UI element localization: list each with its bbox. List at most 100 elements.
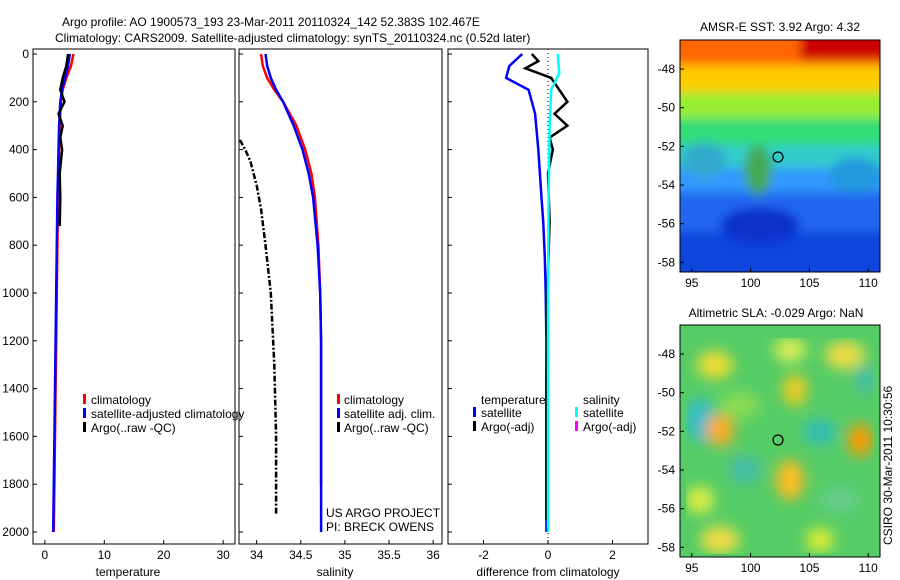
legend-swatch-sal-satellite [575,407,578,417]
legend-swatch-temp-satellite [473,407,476,417]
temperature-legend: climatology satellite-adjusted climatolo… [83,393,244,435]
sst-map [680,40,880,272]
salinity-legend: climatology satellite adj. clim. Argo(..… [337,393,435,435]
depth-axis: 0 200 400 600 800 1000 1200 1400 1600 1800 2000 [2,47,452,539]
legend-label-argo: Argo(..raw -QC) [344,421,429,435]
figure-title-line2: Climatology: CARS2009. Satellite-adjuste… [55,31,530,45]
map-y-tick-label: -52 [658,139,676,153]
legend-label-satellite: satellite adj. clim. [344,407,435,421]
temperature-panel-frame [32,48,236,545]
map-x-tick-label: 110 [859,561,878,575]
legend-title-salinity: salinity [583,393,620,407]
x-tick-label: 20 [157,548,171,562]
x-tick-label: 36 [426,548,440,562]
x-tick-label: 0 [545,548,552,562]
map-x-tick-label: 105 [799,276,819,290]
legend-label-temp-argo: Argo(-adj) [481,420,534,434]
salinity-panel-frame [238,48,443,545]
sla-map-frame [679,324,881,558]
legend-label-argo: Argo(..raw -QC) [91,421,176,435]
series-line-satellite-adjusted-climatology [51,53,72,533]
figure-title-line1: Argo profile: AO 1900573_193 23-Mar-2011… [62,15,480,29]
series-line-satellite [504,53,548,532]
sla-map-axes: 95 100 105 110 -58 -56 -54 -52 -50 -48 [658,347,878,575]
legend-swatch-satellite [83,408,86,418]
depth-tick-label: 600 [9,190,29,204]
depth-tick-label: 0 [22,47,29,61]
map-x-tick-label: 105 [799,561,819,575]
salinity-plot: 34 34.5 35 35.5 36 [238,53,440,562]
x-tick-label: 30 [216,548,230,562]
depth-tick-label: 200 [9,95,29,109]
legend-swatch-climatology [83,394,86,404]
map-y-tick-label: -54 [658,178,676,192]
legend-label-temp-satellite: satellite [481,406,522,420]
series-line-satellite [546,53,561,532]
sst-map-frame [679,39,881,273]
depth-tick-label: 1800 [2,477,29,491]
legend-swatch-temp-argo [473,421,476,431]
depth-tick-label: 800 [9,238,29,252]
depth-tick-label: 1600 [2,429,29,443]
map-y-tick-label: -50 [658,101,676,115]
depth-tick-label: 1200 [2,334,29,348]
legend-label-sal-satellite: satellite [583,406,624,420]
legend-swatch-climatology [337,394,340,404]
sla-map-title: Altimetric SLA: -0.029 Argo: NaN [689,306,864,320]
legend-label-climatology: climatology [91,393,151,407]
legend-title-temperature: temperature [481,393,546,407]
sst-map-title: AMSR-E SST: 3.92 Argo: 4.32 [700,20,860,34]
map-y-tick-label: -56 [658,502,676,516]
x-tick-label: 34.5 [289,548,313,562]
map-x-tick-label: 100 [741,276,761,290]
map-x-tick-label: 100 [741,561,761,575]
x-tick-label: 10 [98,548,112,562]
legend-swatch-argo [83,422,86,432]
depth-tick-label: 1400 [2,382,29,396]
map-x-tick-label: 110 [859,276,878,290]
sla-profile-marker [772,434,784,446]
map-y-tick-label: -50 [658,386,676,400]
legend-label-climatology: climatology [344,393,404,407]
series-line-argo-adj- [522,53,570,520]
legend-swatch-sal-argo [575,421,578,431]
difference-plot: -2 0 2 [478,49,616,562]
map-y-tick-label: -58 [658,255,676,269]
x-tick-label: 34 [250,548,264,562]
pi-credit: PI: BRECK OWENS [326,520,434,534]
legend-swatch-satellite [337,408,340,418]
legend-label-sal-argo: Argo(-adj) [583,420,636,434]
sla-field [686,338,875,554]
map-y-tick-label: -54 [658,463,676,477]
x-tick-label: -2 [478,548,489,562]
legend-label-satellite: satellite-adjusted climatology [91,407,244,421]
csiro-timestamp: CSIRO 30-Mar-2011 10:30:56 [881,385,895,545]
salinity-xlabel: salinity [317,565,354,579]
map-x-tick-label: 95 [685,561,699,575]
sst-field [680,40,880,272]
temperature-plot: 0 10 20 30 [42,53,230,562]
difference-legend: temperature salinity satellite Argo(-adj… [473,393,636,434]
x-tick-label: 35.5 [377,548,401,562]
depth-tick-label: 2000 [2,525,29,539]
sla-map [680,325,880,557]
series-line-argo-raw-qc- [238,139,278,516]
sst-profile-marker [772,151,784,163]
map-y-tick-label: -56 [658,217,676,231]
map-y-tick-label: -48 [658,62,676,76]
depth-tick-label: 1000 [2,286,29,300]
temperature-xlabel: temperature [96,565,161,579]
sst-map-axes: 95 100 105 110 -58 -56 -54 -52 -50 -48 [658,62,878,290]
depth-tick-label: 400 [9,143,29,157]
map-y-tick-label: -58 [658,540,676,554]
difference-xlabel: difference from climatology [476,565,619,579]
x-tick-label: 2 [609,548,616,562]
map-x-tick-label: 95 [685,276,699,290]
x-tick-label: 0 [42,548,49,562]
x-tick-label: 35 [338,548,352,562]
legend-swatch-argo [337,422,340,432]
series-line-argo-raw-qc- [57,53,70,227]
map-y-tick-label: -48 [658,347,676,361]
project-credit: US ARGO PROJECT [326,506,441,520]
